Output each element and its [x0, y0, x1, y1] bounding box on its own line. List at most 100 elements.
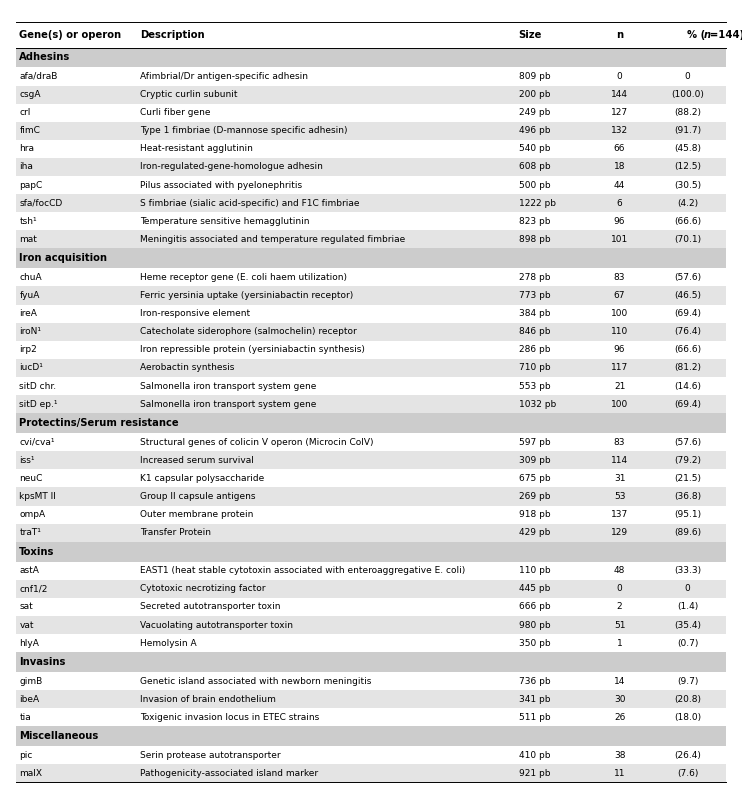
Bar: [16, 395, 726, 413]
Text: 249 pb: 249 pb: [519, 109, 550, 117]
Text: 1: 1: [617, 638, 623, 648]
Text: (12.5): (12.5): [674, 162, 701, 172]
Text: 53: 53: [614, 492, 626, 501]
Bar: [16, 562, 726, 580]
Text: (20.8): (20.8): [674, 695, 701, 704]
Bar: [16, 690, 726, 708]
Text: sfa/focCD: sfa/focCD: [19, 199, 62, 208]
Bar: [16, 249, 726, 268]
Text: Heme receptor gene (E. coli haem utilization): Heme receptor gene (E. coli haem utiliza…: [140, 273, 347, 282]
Text: Iron-responsive element: Iron-responsive element: [140, 309, 250, 318]
Text: vat: vat: [19, 620, 34, 630]
Text: Increased serum survival: Increased serum survival: [140, 455, 254, 465]
Text: Iron acquisition: Iron acquisition: [19, 253, 108, 264]
Text: (18.0): (18.0): [674, 713, 701, 722]
Bar: [16, 305, 726, 322]
Text: Gene(s) or operon: Gene(s) or operon: [19, 30, 122, 40]
Text: 83: 83: [614, 273, 626, 282]
Bar: [16, 726, 726, 746]
Text: Meningitis associated and temperature regulated fimbriae: Meningitis associated and temperature re…: [140, 235, 405, 244]
Bar: [16, 212, 726, 230]
Bar: [16, 48, 726, 67]
Text: (0.7): (0.7): [677, 638, 698, 648]
Bar: [16, 451, 726, 470]
Text: Serin protease autotransporter: Serin protease autotransporter: [140, 751, 281, 760]
Text: (66.6): (66.6): [674, 217, 701, 226]
Text: 96: 96: [614, 217, 626, 226]
Text: (26.4): (26.4): [674, 751, 701, 760]
Bar: [16, 359, 726, 377]
Bar: [16, 598, 726, 616]
Text: 608 pb: 608 pb: [519, 162, 551, 172]
Text: Toxins: Toxins: [19, 546, 55, 557]
Text: Ferric yersinia uptake (yersiniabactin receptor): Ferric yersinia uptake (yersiniabactin r…: [140, 291, 353, 300]
Bar: [16, 377, 726, 395]
Bar: [16, 158, 726, 176]
Text: 137: 137: [611, 510, 628, 519]
Text: csgA: csgA: [19, 90, 41, 99]
Text: 96: 96: [614, 345, 626, 354]
Text: Cryptic curlin subunit: Cryptic curlin subunit: [140, 90, 237, 99]
Text: 410 pb: 410 pb: [519, 751, 550, 760]
Text: afa/draB: afa/draB: [19, 72, 58, 81]
Text: (76.4): (76.4): [674, 327, 701, 337]
Text: Hemolysin A: Hemolysin A: [140, 638, 197, 648]
Bar: [16, 67, 726, 86]
Text: ibeA: ibeA: [19, 695, 39, 704]
Text: % (: % (: [687, 30, 706, 40]
Bar: [16, 104, 726, 122]
Text: (57.6): (57.6): [674, 438, 701, 447]
Text: 309 pb: 309 pb: [519, 455, 551, 465]
Bar: [16, 287, 726, 305]
Text: Heat-resistant agglutinin: Heat-resistant agglutinin: [140, 144, 253, 154]
Text: 144: 144: [611, 90, 628, 99]
Text: (95.1): (95.1): [674, 510, 701, 519]
Text: Catecholate siderophore (salmochelin) receptor: Catecholate siderophore (salmochelin) re…: [140, 327, 357, 337]
Text: fyuA: fyuA: [19, 291, 39, 300]
Text: 980 pb: 980 pb: [519, 620, 551, 630]
Bar: [16, 764, 726, 782]
Bar: [16, 652, 726, 672]
Text: Toxigenic invasion locus in ETEC strains: Toxigenic invasion locus in ETEC strains: [140, 713, 320, 722]
Text: Protectins/Serum resistance: Protectins/Serum resistance: [19, 418, 179, 428]
Text: Iron-regulated-gene-homologue adhesin: Iron-regulated-gene-homologue adhesin: [140, 162, 323, 172]
Text: 540 pb: 540 pb: [519, 144, 550, 154]
Text: Secreted autotransporter toxin: Secreted autotransporter toxin: [140, 603, 280, 611]
Text: 110: 110: [611, 327, 628, 337]
Text: (14.6): (14.6): [674, 382, 701, 390]
Text: cvi/cva¹: cvi/cva¹: [19, 438, 55, 447]
Text: Temperature sensitive hemagglutinin: Temperature sensitive hemagglutinin: [140, 217, 309, 226]
Text: (33.3): (33.3): [674, 566, 701, 575]
Text: Genetic island associated with newborn meningitis: Genetic island associated with newborn m…: [140, 676, 372, 686]
Text: (70.1): (70.1): [674, 235, 701, 244]
Text: (7.6): (7.6): [677, 769, 698, 778]
Text: fimC: fimC: [19, 126, 40, 135]
Text: 496 pb: 496 pb: [519, 126, 550, 135]
Text: Pilus associated with pyelonephritis: Pilus associated with pyelonephritis: [140, 181, 302, 189]
Text: Description: Description: [140, 30, 205, 40]
Text: (57.6): (57.6): [674, 273, 701, 282]
Bar: [16, 268, 726, 287]
Bar: [16, 470, 726, 487]
Text: 117: 117: [611, 364, 628, 372]
Text: 6: 6: [617, 199, 623, 208]
Text: ireA: ireA: [19, 309, 37, 318]
Text: 278 pb: 278 pb: [519, 273, 550, 282]
Text: mat: mat: [19, 235, 37, 244]
Text: 666 pb: 666 pb: [519, 603, 551, 611]
Text: 341 pb: 341 pb: [519, 695, 550, 704]
Text: sitD ep.¹: sitD ep.¹: [19, 400, 58, 409]
Text: traT¹: traT¹: [19, 528, 41, 537]
Text: 511 pb: 511 pb: [519, 713, 551, 722]
Text: 429 pb: 429 pb: [519, 528, 550, 537]
Bar: [16, 487, 726, 505]
Text: 51: 51: [614, 620, 626, 630]
Text: (9.7): (9.7): [677, 676, 698, 686]
Text: 48: 48: [614, 566, 626, 575]
Text: 21: 21: [614, 382, 626, 390]
Text: Outer membrane protein: Outer membrane protein: [140, 510, 254, 519]
Bar: [16, 505, 726, 524]
Text: 2: 2: [617, 603, 623, 611]
Text: Group II capsule antigens: Group II capsule antigens: [140, 492, 256, 501]
Text: =144): =144): [711, 30, 742, 40]
